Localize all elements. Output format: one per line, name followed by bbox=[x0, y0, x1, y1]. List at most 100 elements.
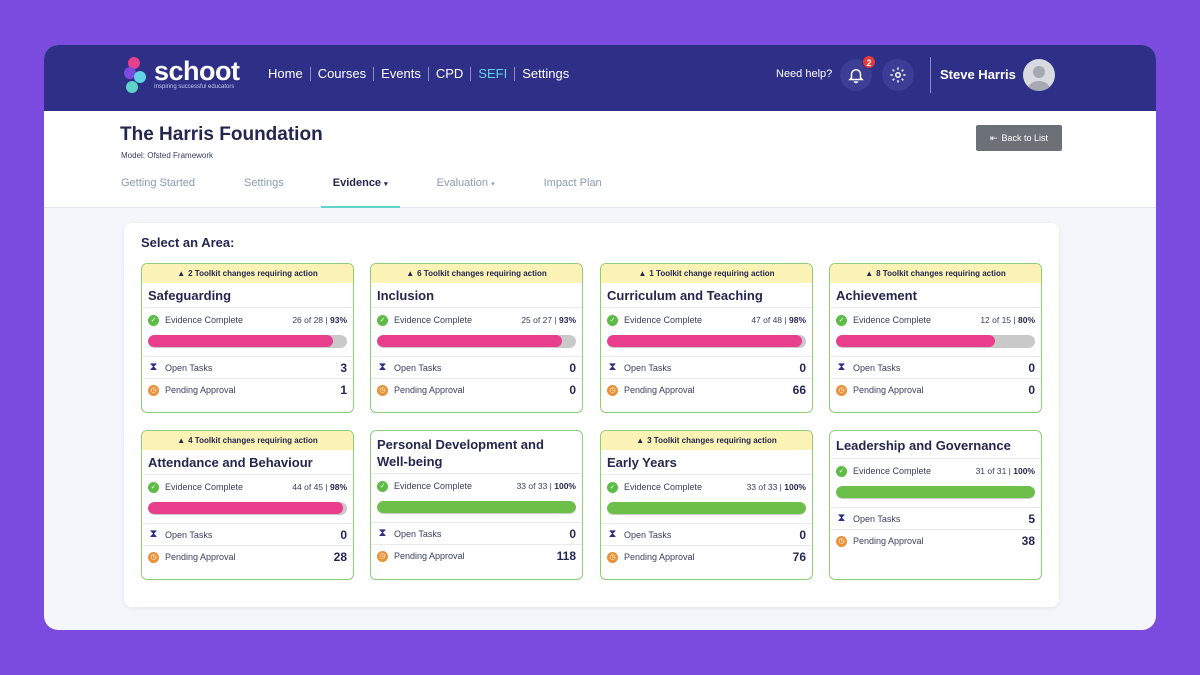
open-tasks-label: Open Tasks bbox=[853, 362, 901, 373]
evidence-label: Evidence Complete bbox=[394, 481, 473, 491]
bell-icon bbox=[848, 69, 864, 84]
open-tasks-row[interactable]: ⧗ Open Tasks 0 bbox=[142, 524, 353, 546]
avatar[interactable] bbox=[1023, 59, 1055, 91]
area-card[interactable]: ▲ 1 Toolkit change requiring action Curri… bbox=[600, 263, 813, 413]
progress-fill bbox=[148, 335, 334, 347]
pending-approval-count: 118 bbox=[556, 549, 576, 563]
nav-settings[interactable]: Settings bbox=[522, 66, 570, 81]
app-window: schoot Inspiring successful educators Ho… bbox=[44, 45, 1156, 630]
toolkit-alert-banner[interactable]: ▲ 3 Toolkit changes requiring action bbox=[601, 431, 812, 450]
open-tasks-label: Open Tasks bbox=[394, 528, 442, 539]
pending-approval-row[interactable]: ◷ Pending Approval 38 bbox=[830, 530, 1041, 552]
area-title: Safeguarding bbox=[142, 283, 353, 308]
warning-icon: ▲ bbox=[177, 436, 186, 445]
tab-evidence[interactable]: Evidence ▾ bbox=[320, 173, 400, 208]
evidence-complete-row: ✓ Evidence Complete 33 of 33 | 100% bbox=[371, 474, 582, 498]
nav-courses[interactable]: Courses bbox=[317, 66, 367, 81]
area-title: Attendance and Behaviour bbox=[142, 450, 353, 475]
open-tasks-label: Open Tasks bbox=[165, 529, 213, 540]
notifications-button[interactable]: 2 bbox=[840, 55, 876, 91]
check-circle-icon: ✓ bbox=[836, 314, 847, 326]
nav-home[interactable]: Home bbox=[268, 66, 303, 81]
open-tasks-count: 0 bbox=[799, 527, 806, 542]
alert-text: 3 Toolkit changes requiring action bbox=[647, 436, 777, 445]
warning-icon: ▲ bbox=[636, 436, 645, 445]
evidence-progress-bar bbox=[836, 335, 1035, 348]
tab-getting-started[interactable]: Getting Started bbox=[121, 177, 195, 189]
pending-approval-row[interactable]: ◷ Pending Approval 1 bbox=[142, 379, 353, 401]
toolkit-alert-banner[interactable]: ▲ 6 Toolkit changes requiring action bbox=[371, 264, 582, 283]
pending-approval-label: Pending Approval bbox=[165, 552, 236, 562]
tab-settings[interactable]: Settings bbox=[244, 177, 284, 189]
settings-button[interactable] bbox=[882, 59, 914, 91]
area-card[interactable]: Leadership and Governance ✓ Evidence Com… bbox=[829, 430, 1042, 580]
back-to-list-button[interactable]: ⇤ Back to List bbox=[976, 125, 1062, 151]
area-title: Personal Development and Well-being bbox=[371, 431, 582, 474]
area-card[interactable]: ▲ 4 Toolkit changes requiring action Atte… bbox=[141, 430, 354, 580]
progress-fill bbox=[377, 335, 563, 347]
evidence-count: 26 of 28 | 93% bbox=[292, 315, 347, 325]
open-tasks-row[interactable]: ⧗ Open Tasks 0 bbox=[371, 357, 582, 379]
evidence-progress-bar bbox=[836, 486, 1035, 499]
nav-separator bbox=[309, 67, 311, 81]
evidence-progress-bar bbox=[148, 502, 347, 515]
evidence-count: 12 of 15 | 80% bbox=[980, 315, 1035, 325]
pending-approval-label: Pending Approval bbox=[394, 385, 465, 395]
evidence-count: 31 of 31 | 100% bbox=[975, 466, 1035, 476]
pending-approval-count: 38 bbox=[1021, 534, 1035, 548]
clock-icon: ◷ bbox=[607, 384, 618, 396]
nav-events[interactable]: Events bbox=[381, 66, 421, 81]
pending-approval-row[interactable]: ◷ Pending Approval 76 bbox=[601, 546, 812, 568]
nav-sefi[interactable]: SEFI bbox=[478, 66, 508, 81]
toolkit-alert-banner[interactable]: ▲ 1 Toolkit change requiring action bbox=[601, 264, 812, 283]
open-tasks-row[interactable]: ⧗ Open Tasks 5 bbox=[830, 508, 1041, 530]
nav-cpd[interactable]: CPD bbox=[435, 66, 464, 81]
toolkit-alert-banner[interactable]: ▲ 2 Toolkit changes requiring action bbox=[142, 264, 353, 283]
open-tasks-row[interactable]: ⧗ Open Tasks 3 bbox=[142, 357, 353, 379]
evidence-progress-bar bbox=[377, 501, 576, 514]
open-tasks-row[interactable]: ⧗ Open Tasks 0 bbox=[830, 357, 1041, 379]
area-card[interactable]: Personal Development and Well-being ✓ Ev… bbox=[370, 430, 583, 580]
pending-approval-row[interactable]: ◷ Pending Approval 0 bbox=[830, 379, 1041, 401]
alert-text: 4 Toolkit changes requiring action bbox=[188, 436, 318, 445]
nav-separator bbox=[373, 67, 375, 81]
user-name[interactable]: Steve Harris bbox=[940, 67, 1016, 82]
pending-approval-row[interactable]: ◷ Pending Approval 66 bbox=[601, 379, 812, 401]
evidence-progress-bar bbox=[148, 335, 347, 348]
area-card[interactable]: ▲ 8 Toolkit changes requiring action Achi… bbox=[829, 263, 1042, 413]
schoot-logo[interactable]: schoot Inspiring successful educators bbox=[122, 57, 240, 93]
top-navigation-bar: schoot Inspiring successful educators Ho… bbox=[44, 45, 1156, 111]
alert-text: 2 Toolkit changes requiring action bbox=[188, 269, 318, 278]
pending-approval-label: Pending Approval bbox=[165, 385, 236, 395]
need-help-link[interactable]: Need help? bbox=[776, 68, 833, 80]
evidence-complete-row: ✓ Evidence Complete 44 of 45 | 98% bbox=[142, 475, 353, 499]
pending-approval-label: Pending Approval bbox=[853, 536, 924, 546]
page-title: The Harris Foundation bbox=[120, 124, 323, 145]
pending-approval-row[interactable]: ◷ Pending Approval 28 bbox=[142, 546, 353, 568]
check-circle-icon: ✓ bbox=[148, 314, 159, 326]
area-card[interactable]: ▲ 3 Toolkit changes requiring action Earl… bbox=[600, 430, 813, 580]
chevron-down-icon: ▾ bbox=[384, 181, 388, 188]
toolkit-alert-banner[interactable]: ▲ 8 Toolkit changes requiring action bbox=[830, 264, 1041, 283]
back-button-label: Back to List bbox=[1001, 133, 1049, 143]
area-card[interactable]: ▲ 6 Toolkit changes requiring action Incl… bbox=[370, 263, 583, 413]
gear-icon bbox=[890, 67, 906, 83]
open-tasks-row[interactable]: ⧗ Open Tasks 0 bbox=[601, 524, 812, 546]
evidence-count: 47 of 48 | 98% bbox=[751, 315, 806, 325]
area-card[interactable]: ▲ 2 Toolkit changes requiring action Safe… bbox=[141, 263, 354, 413]
notification-count-badge: 2 bbox=[862, 55, 876, 69]
pending-approval-row[interactable]: ◷ Pending Approval 0 bbox=[371, 379, 582, 401]
open-tasks-row[interactable]: ⧗ Open Tasks 0 bbox=[601, 357, 812, 379]
tab-impact-plan[interactable]: Impact Plan bbox=[543, 177, 602, 189]
hourglass-icon: ⧗ bbox=[378, 527, 387, 539]
tab-evaluation[interactable]: Evaluation ▾ bbox=[436, 177, 495, 189]
open-tasks-label: Open Tasks bbox=[624, 362, 672, 373]
evidence-label: Evidence Complete bbox=[624, 315, 703, 325]
open-tasks-label: Open Tasks bbox=[853, 513, 901, 524]
model-label: Model: Ofsted Framework bbox=[121, 151, 214, 160]
panel-title: Select an Area: bbox=[141, 235, 235, 250]
pending-approval-row[interactable]: ◷ Pending Approval 118 bbox=[371, 545, 582, 567]
pending-approval-label: Pending Approval bbox=[624, 552, 695, 562]
toolkit-alert-banner[interactable]: ▲ 4 Toolkit changes requiring action bbox=[142, 431, 353, 450]
open-tasks-row[interactable]: ⧗ Open Tasks 0 bbox=[371, 523, 582, 545]
